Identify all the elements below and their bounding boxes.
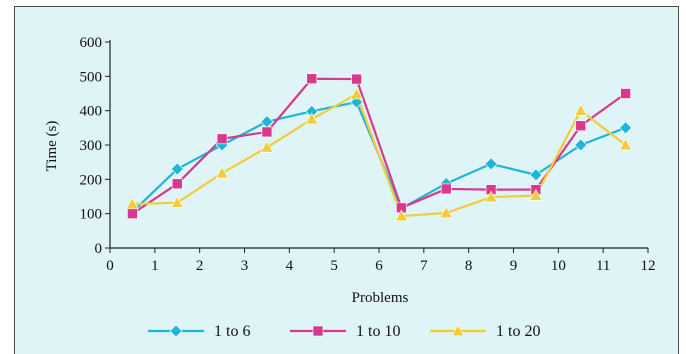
data-point (574, 104, 588, 116)
data-point (439, 206, 453, 219)
x-tick-label: 2 (196, 258, 204, 274)
y-tick-label: 0 (95, 241, 103, 257)
y-tick-label: 200 (80, 172, 103, 188)
legend-item-3: 1 to 20 (430, 323, 540, 340)
x-tick-label: 6 (375, 258, 383, 274)
data-point (351, 73, 362, 85)
data-point (575, 120, 587, 132)
legend-item-1: 1 to 6 (148, 323, 250, 340)
data-point (216, 133, 228, 145)
x-tick-label: 11 (596, 258, 610, 274)
data-point (529, 168, 543, 182)
data-point (215, 166, 229, 179)
legend-label: 1 to 6 (214, 323, 250, 340)
data-point (261, 126, 273, 138)
data-point (260, 140, 274, 153)
series-line-3 (132, 93, 627, 218)
data-point (305, 112, 319, 125)
data-point (620, 88, 631, 99)
legend-marker (169, 324, 183, 338)
series-markers (125, 73, 633, 222)
x-tick-label: 9 (510, 258, 518, 274)
data-point (170, 162, 184, 176)
data-point (171, 178, 183, 190)
y-tick-label: 100 (80, 207, 103, 223)
data-point (394, 209, 408, 222)
data-point (619, 121, 633, 135)
x-tick-label: 1 (151, 258, 159, 274)
series-line-2 (131, 77, 627, 215)
x-tick-label: 5 (330, 258, 338, 274)
x-tick-label: 8 (465, 258, 473, 274)
data-point (306, 73, 318, 85)
x-tick-label: 10 (551, 258, 566, 274)
series-lines (131, 77, 627, 218)
data-point (127, 208, 138, 219)
legend-item-2: 1 to 10 (290, 323, 400, 340)
data-point (619, 138, 633, 151)
data-point (529, 188, 543, 201)
data-point (574, 138, 588, 152)
y-tick-label: 500 (80, 69, 103, 85)
x-axis-label: Problems (352, 290, 409, 306)
data-point (125, 197, 139, 210)
x-tick-label: 3 (241, 258, 249, 274)
legend-label: 1 to 10 (356, 323, 400, 340)
legend-label: 1 to 20 (496, 323, 540, 340)
legend: 1 to 6 1 to 10 1 to 20 (148, 323, 540, 340)
x-tick-label: 7 (420, 258, 428, 274)
data-point (440, 183, 452, 195)
legend-marker (312, 325, 324, 337)
x-tick-label: 4 (286, 258, 294, 274)
y-tick-label: 300 (80, 138, 103, 154)
y-axis-label: Time (s) (44, 121, 60, 172)
legend-marker (451, 324, 465, 337)
chart-panel (14, 6, 679, 354)
x-tick-label: 0 (106, 258, 114, 274)
data-point (350, 87, 364, 100)
data-point (170, 196, 184, 208)
data-point (484, 190, 498, 203)
x-tick-label: 12 (641, 258, 656, 274)
y-tick-label: 600 (80, 35, 103, 51)
data-point (484, 157, 498, 171)
y-tick-label: 400 (80, 104, 103, 120)
